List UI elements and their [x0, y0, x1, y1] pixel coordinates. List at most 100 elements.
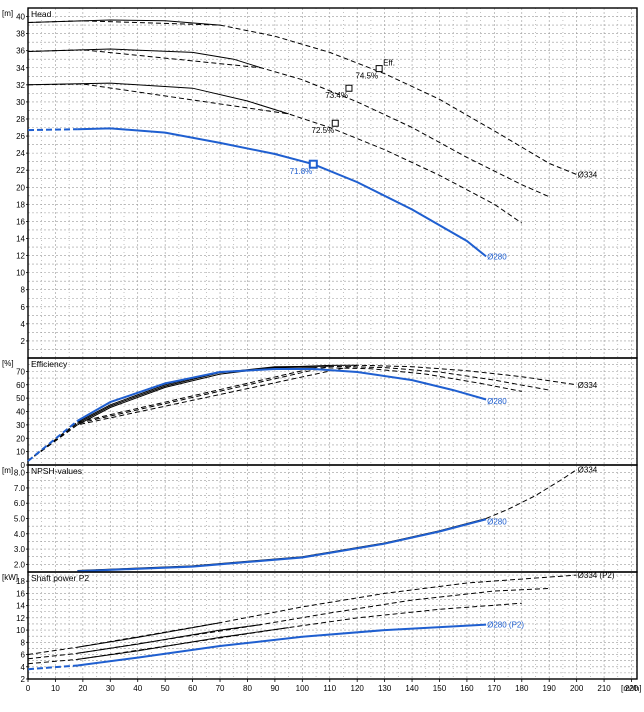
y-tick-label: 10	[16, 448, 25, 457]
x-tick-label: 60	[188, 684, 197, 693]
x-tick-label: 220	[625, 684, 639, 693]
y-tick-label: 50	[16, 394, 25, 403]
x-tick-label: 120	[351, 684, 365, 693]
curve-end-label: Ø280	[487, 252, 507, 261]
y-tick-label: 14	[16, 602, 25, 611]
series-line-solid	[77, 622, 221, 648]
series-line-dashed	[27, 664, 78, 671]
y-tick-label: 2	[21, 337, 26, 346]
series-line-solid	[77, 518, 487, 573]
x-tick-label: 210	[597, 684, 611, 693]
x-tick-label: 10	[51, 684, 60, 693]
y-tick-label: 6	[21, 303, 26, 312]
y-tick-label: 18	[16, 200, 25, 209]
y-tick-label: 30	[16, 421, 25, 430]
x-tick-label: 0	[26, 684, 31, 693]
series-line-solid	[77, 627, 289, 660]
efficiency-point-label: 74.5%	[355, 72, 378, 81]
series-line-dashed	[27, 128, 78, 132]
y-tick-label: 32	[16, 81, 25, 90]
y-tick-label: 2.0	[14, 560, 26, 569]
curve-end-label: Ø334	[578, 466, 598, 475]
series-line-solid	[77, 127, 487, 258]
y-tick-label: 8.0	[14, 469, 26, 478]
x-tick-label: 100	[296, 684, 310, 693]
efficiency-point-label: 72.5%	[312, 126, 335, 135]
y-tick-label: 7.0	[14, 484, 26, 493]
y-tick-label: 28	[16, 115, 25, 124]
series-line-dashed	[485, 469, 577, 519]
x-tick-label: 200	[570, 684, 584, 693]
x-tick-label: 150	[433, 684, 447, 693]
y-tick-label: 16	[16, 589, 25, 598]
y-tick-label: 10	[16, 626, 25, 635]
panel-frame	[27, 571, 638, 680]
y-tick-label: 4	[21, 320, 26, 329]
y-axis-unit: [%]	[2, 359, 14, 368]
efficiency-point-marker	[331, 119, 339, 127]
curve-end-label: Ø280 (P2)	[487, 621, 524, 630]
x-tick-label: 130	[378, 684, 392, 693]
panel-frame	[27, 7, 638, 359]
y-axis-unit: [kW]	[2, 573, 18, 582]
x-tick-label: 40	[133, 684, 142, 693]
y-tick-label: 4.0	[14, 530, 26, 539]
y-tick-label: 18	[16, 577, 25, 586]
series-line-solid	[77, 623, 487, 667]
x-axis-unit: [m³/h]	[621, 684, 641, 693]
series-line-solid	[27, 19, 221, 26]
panel-title: Shaft power P2	[31, 573, 89, 583]
y-axis-unit: [m]	[2, 466, 13, 475]
y-tick-label: 6	[21, 651, 26, 660]
curve-end-label: Ø334	[578, 381, 598, 390]
x-tick-label: 30	[106, 684, 115, 693]
y-tick-label: 4	[21, 663, 26, 672]
series-line-solid	[27, 48, 262, 69]
y-tick-label: 12	[16, 614, 25, 623]
curve-end-label: Ø280	[487, 518, 507, 527]
series-line-dashed	[27, 420, 79, 462]
y-tick-label: 12	[16, 252, 25, 261]
x-tick-label: 170	[488, 684, 502, 693]
series-line-dashed	[27, 367, 522, 462]
curve-end-label: Ø334	[578, 170, 598, 179]
series-line-dashed	[27, 602, 522, 665]
x-tick-label: 190	[543, 684, 557, 693]
y-tick-label: 38	[16, 30, 25, 39]
panel-title: NPSH-values	[31, 466, 82, 476]
x-tick-label: 50	[161, 684, 170, 693]
efficiency-point-marker	[375, 65, 383, 73]
efficiency-point-label: 73.4%	[325, 91, 348, 100]
series-line-dashed	[27, 364, 577, 462]
series-line-solid	[77, 364, 358, 426]
x-tick-label: 20	[78, 684, 87, 693]
curve-end-label: Ø280	[487, 397, 507, 406]
panel-title: Efficiency	[31, 359, 68, 369]
y-tick-label: 30	[16, 98, 25, 107]
series-line-dashed	[27, 83, 523, 224]
y-tick-label: 8	[21, 638, 26, 647]
series-line-solid	[77, 624, 262, 654]
y-tick-label: 60	[16, 381, 25, 390]
x-tick-label: 90	[270, 684, 279, 693]
y-tick-label: 40	[16, 408, 25, 417]
x-tick-label: 80	[243, 684, 252, 693]
x-tick-label: 180	[515, 684, 529, 693]
curve-end-label: Ø334 (P2)	[578, 571, 615, 580]
y-tick-label: 20	[16, 434, 25, 443]
y-tick-label: 3.0	[14, 545, 26, 554]
y-tick-label: 26	[16, 132, 25, 141]
y-tick-label: 8	[21, 286, 26, 295]
efficiency-point-marker	[308, 159, 318, 169]
y-tick-label: 14	[16, 234, 25, 243]
efficiency-point-label: Eff.	[383, 59, 395, 68]
series-line-solid	[77, 365, 330, 424]
series-line-dashed	[27, 49, 550, 198]
y-tick-label: 34	[16, 64, 25, 73]
y-tick-label: 22	[16, 166, 25, 175]
efficiency-point-marker	[345, 84, 353, 92]
y-tick-label: 70	[16, 367, 25, 376]
y-tick-label: 24	[16, 149, 25, 158]
y-axis-unit: [m]	[2, 9, 13, 18]
